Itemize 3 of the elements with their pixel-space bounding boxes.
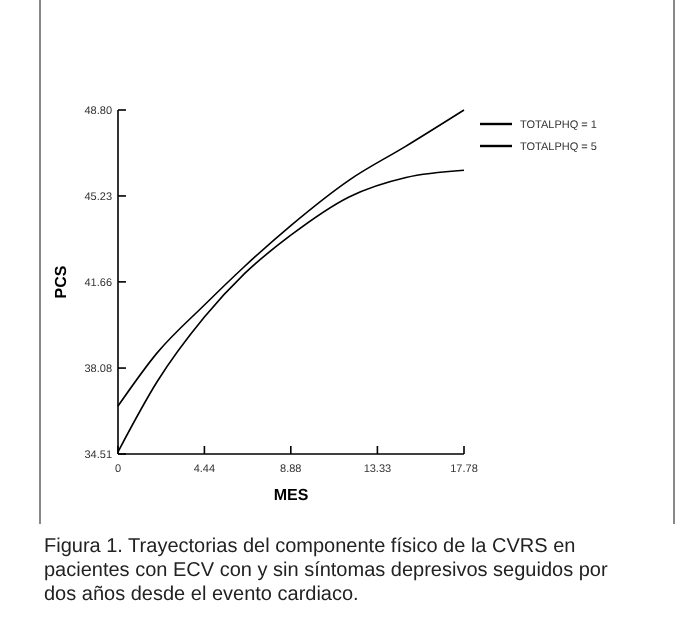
- text: Figura 1. Trayectorias del componente físico de la CVRS en pacientes con ECV con y sin síntomas depresivos seguidos por dos años desde el evento cardiaco.: [44, 536, 609, 606]
- x-axis-title: MES: [273, 486, 310, 504]
- y-axis-title: PCS: [52, 264, 70, 299]
